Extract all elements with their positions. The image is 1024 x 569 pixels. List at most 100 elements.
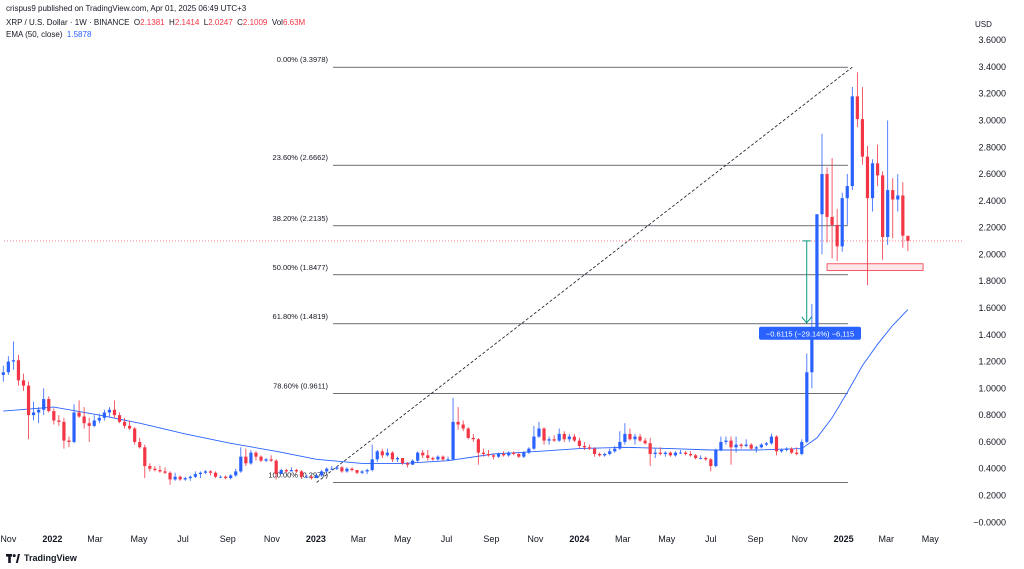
candle-up[interactable] — [229, 474, 233, 480]
candle-up[interactable] — [623, 423, 627, 445]
candle-up[interactable] — [613, 445, 617, 453]
candle-up[interactable] — [107, 407, 112, 417]
candle-down[interactable] — [400, 458, 405, 465]
candle-up[interactable] — [532, 425, 536, 450]
candle-down[interactable] — [830, 157, 834, 259]
ema-line[interactable] — [3, 309, 909, 464]
candle-up[interactable] — [188, 475, 192, 481]
candle-down[interactable] — [491, 453, 496, 460]
candle-up[interactable] — [719, 436, 723, 452]
candle-down[interactable] — [835, 208, 839, 262]
candle-down[interactable] — [598, 452, 602, 457]
candle-up[interactable] — [673, 451, 678, 457]
candle-down[interactable] — [512, 451, 516, 456]
candle-up[interactable] — [446, 456, 450, 461]
candle-up[interactable] — [522, 451, 526, 459]
candle-down[interactable] — [577, 437, 582, 449]
candle-down[interactable] — [431, 456, 435, 461]
candle-up[interactable] — [815, 214, 819, 337]
candle-down[interactable] — [421, 449, 425, 459]
candle-down[interactable] — [274, 459, 278, 480]
tradingview-brand[interactable]: TradingView — [6, 553, 77, 563]
candle-down[interactable] — [729, 436, 733, 465]
candle-down[interactable] — [284, 468, 288, 473]
candle-up[interactable] — [840, 192, 844, 252]
candle-up[interactable] — [678, 449, 683, 454]
candle-down[interactable] — [208, 470, 213, 476]
candle-down[interactable] — [224, 475, 228, 480]
candle-down[interactable] — [355, 470, 359, 475]
candle-down[interactable] — [704, 456, 708, 461]
candle-down[interactable] — [865, 145, 870, 286]
candle-down[interactable] — [552, 435, 556, 442]
candle-up[interactable] — [234, 468, 238, 477]
candle-down[interactable] — [309, 475, 314, 480]
candle-down[interactable] — [350, 467, 354, 472]
candle-down[interactable] — [112, 400, 117, 418]
candle-down[interactable] — [658, 447, 662, 456]
candle-down[interactable] — [694, 453, 698, 460]
support-zone-box[interactable] — [826, 263, 924, 271]
candle-up[interactable] — [785, 447, 789, 452]
candle-down[interactable] — [582, 441, 587, 450]
candle-down[interactable] — [163, 467, 167, 475]
candle-up[interactable] — [37, 407, 41, 424]
candle-down[interactable] — [668, 451, 672, 457]
candle-up[interactable] — [1, 365, 5, 382]
candle-up[interactable] — [411, 459, 415, 465]
candle-up[interactable] — [325, 467, 329, 473]
candle-down[interactable] — [688, 451, 693, 457]
candle-up[interactable] — [330, 466, 334, 471]
candle-up[interactable] — [416, 451, 420, 463]
candle-up[interactable] — [603, 452, 607, 457]
candle-down[interactable] — [26, 381, 31, 440]
candle-up[interactable] — [375, 449, 379, 463]
candle-down[interactable] — [891, 178, 895, 239]
candle-up[interactable] — [193, 471, 197, 479]
candle-down[interactable] — [52, 408, 56, 425]
candle-down[interactable] — [709, 458, 713, 472]
candle-up[interactable] — [744, 439, 748, 448]
candle-up[interactable] — [6, 356, 10, 375]
candle-down[interactable] — [77, 400, 81, 418]
candle-up[interactable] — [810, 303, 814, 389]
candle-up[interactable] — [734, 436, 738, 453]
candle-up[interactable] — [239, 447, 243, 473]
candle-up[interactable] — [850, 86, 854, 191]
candle-up[interactable] — [714, 448, 718, 468]
candle-down[interactable] — [517, 452, 521, 459]
candle-down[interactable] — [739, 443, 743, 449]
candle-up[interactable] — [385, 448, 389, 457]
candle-down[interactable] — [16, 354, 21, 386]
candle-up[interactable] — [264, 458, 268, 463]
candle-down[interactable] — [21, 373, 26, 392]
candle-down[interactable] — [57, 415, 61, 426]
candle-down[interactable] — [774, 435, 779, 456]
candle-up[interactable] — [845, 174, 849, 225]
candle-up[interactable] — [42, 388, 46, 416]
candle-down[interactable] — [47, 396, 51, 413]
candle-down[interactable] — [592, 447, 597, 457]
candle-up[interactable] — [870, 159, 875, 212]
candle-down[interactable] — [572, 433, 576, 442]
ema-legend[interactable]: EMA (50, close) 1.5878 — [6, 30, 91, 39]
candle-down[interactable] — [638, 433, 642, 442]
candle-down[interactable] — [178, 475, 182, 481]
candle-down[interactable] — [87, 417, 91, 442]
candle-down[interactable] — [390, 451, 395, 463]
candle-down[interactable] — [122, 417, 127, 429]
candle-down[interactable] — [466, 427, 470, 440]
measure-label-box[interactable] — [759, 326, 861, 340]
candle-up[interactable] — [289, 467, 293, 472]
candle-down[interactable] — [441, 455, 445, 461]
candle-up[interactable] — [304, 475, 309, 479]
candle-down[interactable] — [340, 466, 344, 473]
candle-up[interactable] — [360, 470, 364, 475]
candle-down[interactable] — [901, 182, 905, 248]
candle-up[interactable] — [315, 474, 319, 479]
candle-up[interactable] — [759, 443, 763, 449]
candle-up[interactable] — [335, 466, 339, 471]
candle-down[interactable] — [299, 470, 304, 479]
candle-up[interactable] — [72, 404, 76, 444]
